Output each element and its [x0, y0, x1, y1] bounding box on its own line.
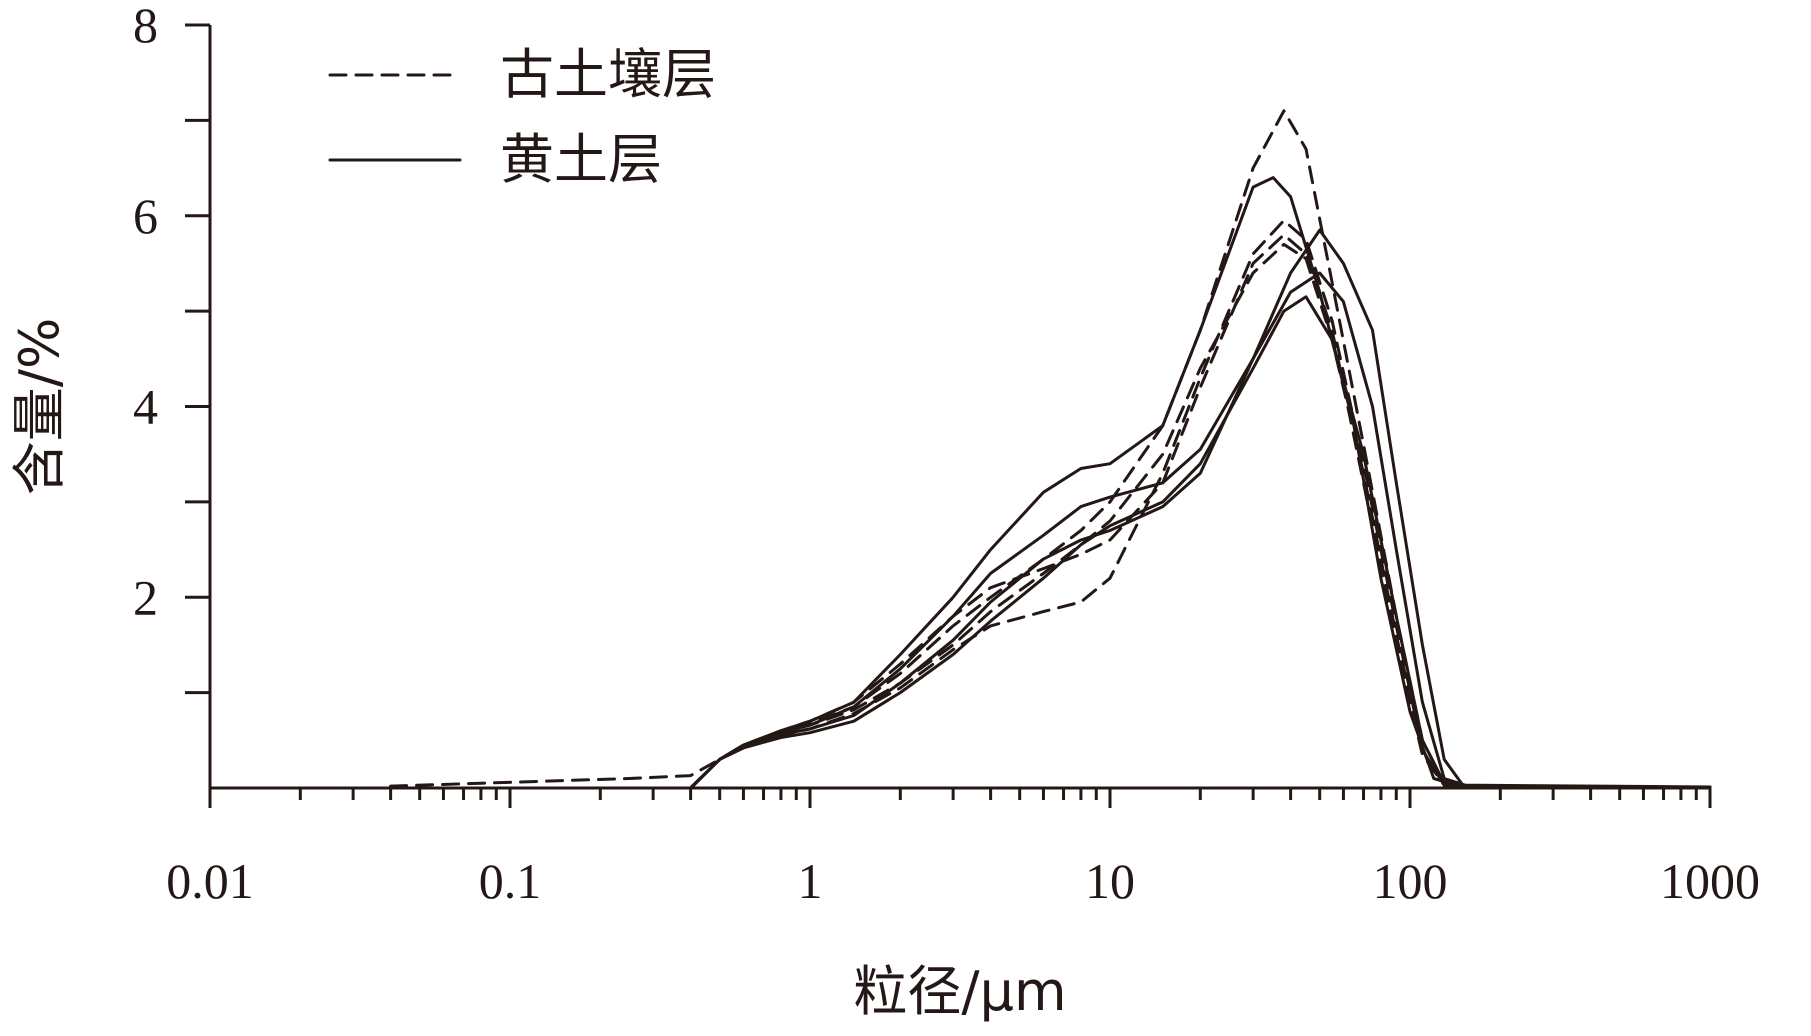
series-line-paleosol-1	[689, 219, 1712, 790]
y-ticks: 2 4 6 8	[133, 0, 210, 695]
x-tick-label: 0.1	[479, 853, 542, 909]
legend-label-paleosol: 古土壤层	[500, 43, 716, 106]
legend: 古土壤层 黄土层	[328, 43, 716, 191]
series-line-loess-5	[689, 228, 1712, 790]
y-tick-label: 2	[133, 569, 158, 625]
x-tick-label: 10	[1085, 853, 1135, 909]
series-line-loess-7	[689, 271, 1712, 790]
x-tick-label: 1	[798, 853, 823, 909]
series-line-paleosol-2	[689, 233, 1712, 790]
series-line-loess-6	[689, 295, 1712, 790]
x-tick-label: 100	[1373, 853, 1448, 909]
y-tick-label: 8	[133, 0, 158, 53]
x-tick-label: 0.01	[166, 853, 254, 909]
series-line-paleosol-0	[389, 109, 1712, 789]
y-tick-label: 6	[133, 188, 158, 244]
axes: 0.01 0.1 1 10 100 1000 2 4 6 8	[133, 0, 1760, 909]
y-axis-title: 含量/%	[8, 318, 71, 496]
series-line-loess-4	[689, 176, 1712, 790]
x-tick-label: 1000	[1660, 853, 1760, 909]
series-layer	[389, 109, 1712, 790]
y-tick-label: 4	[133, 379, 158, 435]
x-axis-title: 粒径/μm	[853, 960, 1066, 1023]
legend-label-loess: 黄土层	[500, 128, 662, 191]
x-ticks: 0.01 0.1 1 10 100 1000	[166, 788, 1760, 909]
